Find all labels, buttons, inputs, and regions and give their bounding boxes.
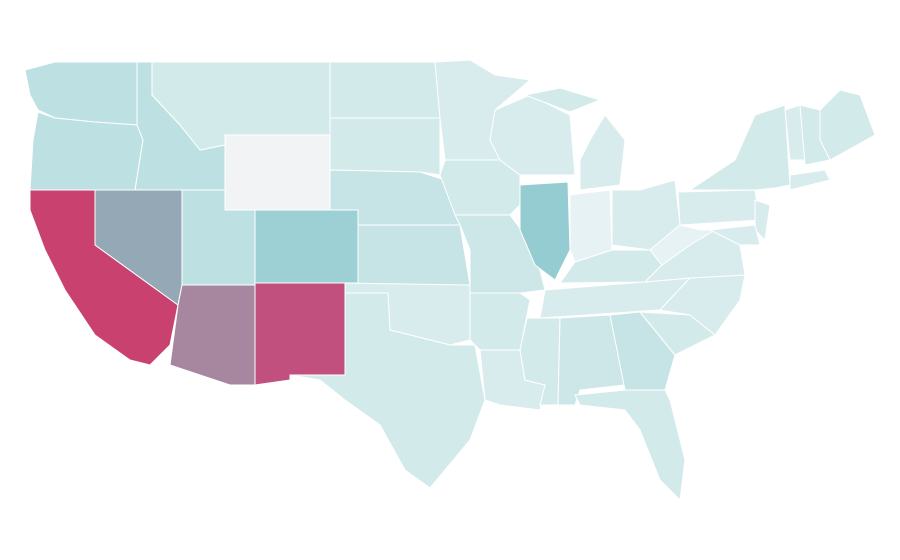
- state: [524, 87, 601, 113]
- state: [539, 277, 691, 319]
- state: [789, 169, 831, 191]
- state: [224, 134, 331, 211]
- state: [609, 311, 676, 391]
- state: [169, 284, 256, 386]
- state: [329, 117, 441, 176]
- state: [819, 89, 876, 161]
- state: [574, 389, 686, 501]
- state: [709, 224, 761, 246]
- state: [799, 104, 831, 166]
- state: [289, 292, 486, 489]
- state: [569, 189, 613, 263]
- state: [439, 159, 521, 216]
- state: [254, 209, 359, 284]
- state: [677, 189, 761, 226]
- state: [254, 282, 346, 386]
- state: [754, 199, 771, 241]
- state: [519, 181, 571, 281]
- state: [357, 224, 471, 286]
- state: [689, 104, 791, 191]
- state: [579, 114, 626, 191]
- state: [329, 61, 441, 119]
- state: [469, 292, 531, 351]
